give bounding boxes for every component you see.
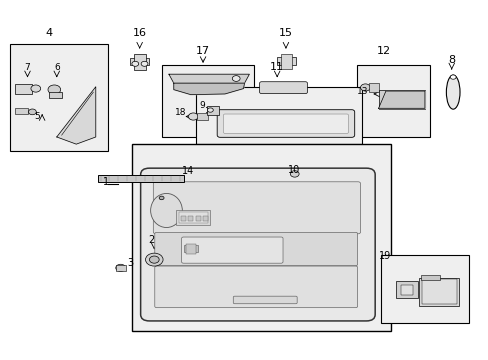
Circle shape xyxy=(48,85,61,94)
Bar xyxy=(116,265,126,271)
Circle shape xyxy=(141,61,148,66)
Polygon shape xyxy=(57,87,96,144)
Text: 10: 10 xyxy=(288,165,300,175)
Bar xyxy=(15,108,27,114)
Polygon shape xyxy=(168,74,249,83)
FancyBboxPatch shape xyxy=(223,114,347,134)
Circle shape xyxy=(31,85,41,92)
Bar xyxy=(183,245,198,252)
Bar xyxy=(380,255,468,323)
Text: 16: 16 xyxy=(132,28,146,39)
FancyBboxPatch shape xyxy=(155,266,357,308)
Bar xyxy=(420,275,439,280)
Circle shape xyxy=(132,61,139,66)
Bar xyxy=(195,87,361,144)
Text: 2: 2 xyxy=(148,235,155,244)
Polygon shape xyxy=(378,91,424,108)
Circle shape xyxy=(28,109,36,115)
Bar xyxy=(418,278,458,306)
FancyBboxPatch shape xyxy=(259,82,307,94)
Text: 11: 11 xyxy=(269,62,284,72)
Circle shape xyxy=(145,253,163,266)
Circle shape xyxy=(290,171,299,177)
Bar xyxy=(195,216,200,221)
Bar xyxy=(368,83,378,92)
Bar xyxy=(400,285,412,296)
Bar xyxy=(49,92,61,98)
Text: 19: 19 xyxy=(378,251,390,261)
FancyBboxPatch shape xyxy=(141,168,374,321)
Bar xyxy=(395,281,417,298)
FancyBboxPatch shape xyxy=(181,237,283,263)
FancyBboxPatch shape xyxy=(155,232,357,266)
Bar xyxy=(356,65,429,137)
Bar xyxy=(277,57,295,65)
Bar xyxy=(15,84,32,94)
Bar xyxy=(421,279,456,305)
Text: 8: 8 xyxy=(447,55,454,65)
Text: 17: 17 xyxy=(196,46,210,56)
Text: 18: 18 xyxy=(175,108,186,117)
Bar xyxy=(134,54,146,69)
Bar xyxy=(10,44,108,151)
Bar xyxy=(132,144,390,330)
Circle shape xyxy=(149,256,159,263)
Bar xyxy=(181,216,185,221)
Bar xyxy=(280,54,292,69)
Text: 9: 9 xyxy=(199,101,205,110)
Text: 15: 15 xyxy=(278,28,292,39)
Bar xyxy=(185,244,195,253)
Bar xyxy=(176,211,210,225)
Text: 5: 5 xyxy=(34,112,40,121)
Text: 13: 13 xyxy=(357,87,368,96)
Circle shape xyxy=(116,264,125,271)
Text: 7: 7 xyxy=(24,63,30,72)
Text: 6: 6 xyxy=(54,63,60,72)
Bar xyxy=(378,90,424,109)
Text: 14: 14 xyxy=(182,166,194,176)
Text: 1: 1 xyxy=(102,177,109,187)
Text: 3: 3 xyxy=(126,258,133,268)
Circle shape xyxy=(207,108,213,112)
FancyBboxPatch shape xyxy=(233,296,297,304)
Text: 12: 12 xyxy=(376,46,390,56)
FancyBboxPatch shape xyxy=(217,110,354,137)
Circle shape xyxy=(159,196,163,200)
Ellipse shape xyxy=(150,193,182,228)
Circle shape xyxy=(360,84,369,91)
Bar xyxy=(130,58,149,65)
Bar xyxy=(203,216,207,221)
Text: 4: 4 xyxy=(46,28,53,39)
Bar xyxy=(188,216,193,221)
Polygon shape xyxy=(173,83,244,95)
Bar xyxy=(206,107,218,115)
Ellipse shape xyxy=(446,75,459,109)
Circle shape xyxy=(232,76,240,81)
Circle shape xyxy=(188,113,198,120)
Bar xyxy=(197,113,207,120)
Bar xyxy=(161,65,254,137)
Bar xyxy=(178,212,207,223)
FancyBboxPatch shape xyxy=(98,175,183,182)
FancyBboxPatch shape xyxy=(153,182,360,234)
Circle shape xyxy=(449,75,455,79)
